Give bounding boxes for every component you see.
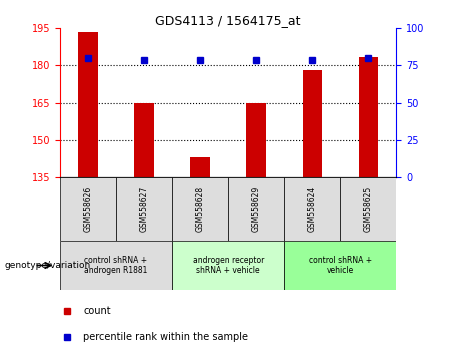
Bar — [284, 177, 340, 241]
Text: GSM558625: GSM558625 — [364, 186, 373, 232]
Text: count: count — [83, 306, 111, 316]
Text: genotype/variation: genotype/variation — [5, 261, 91, 270]
Bar — [340, 177, 396, 241]
Bar — [302, 70, 322, 354]
Bar — [134, 103, 154, 354]
Text: androgen receptor
shRNA + vehicle: androgen receptor shRNA + vehicle — [193, 256, 264, 275]
Text: GSM558624: GSM558624 — [308, 186, 317, 232]
Bar — [172, 177, 228, 241]
Bar — [359, 57, 378, 354]
Bar — [284, 241, 396, 290]
Text: control shRNA +
androgen R1881: control shRNA + androgen R1881 — [84, 256, 148, 275]
Bar — [190, 157, 210, 354]
Text: GSM558626: GSM558626 — [83, 186, 93, 232]
Text: GSM558628: GSM558628 — [195, 186, 205, 232]
Text: GSM558627: GSM558627 — [140, 186, 148, 232]
Bar — [78, 32, 98, 354]
Bar — [228, 177, 284, 241]
Text: control shRNA +
vehicle: control shRNA + vehicle — [309, 256, 372, 275]
Bar — [172, 241, 284, 290]
Bar — [60, 241, 172, 290]
Text: percentile rank within the sample: percentile rank within the sample — [83, 332, 248, 342]
Text: GSM558629: GSM558629 — [252, 186, 261, 232]
Title: GDS4113 / 1564175_at: GDS4113 / 1564175_at — [155, 14, 301, 27]
Bar — [247, 103, 266, 354]
Bar — [60, 177, 116, 241]
Bar — [116, 177, 172, 241]
